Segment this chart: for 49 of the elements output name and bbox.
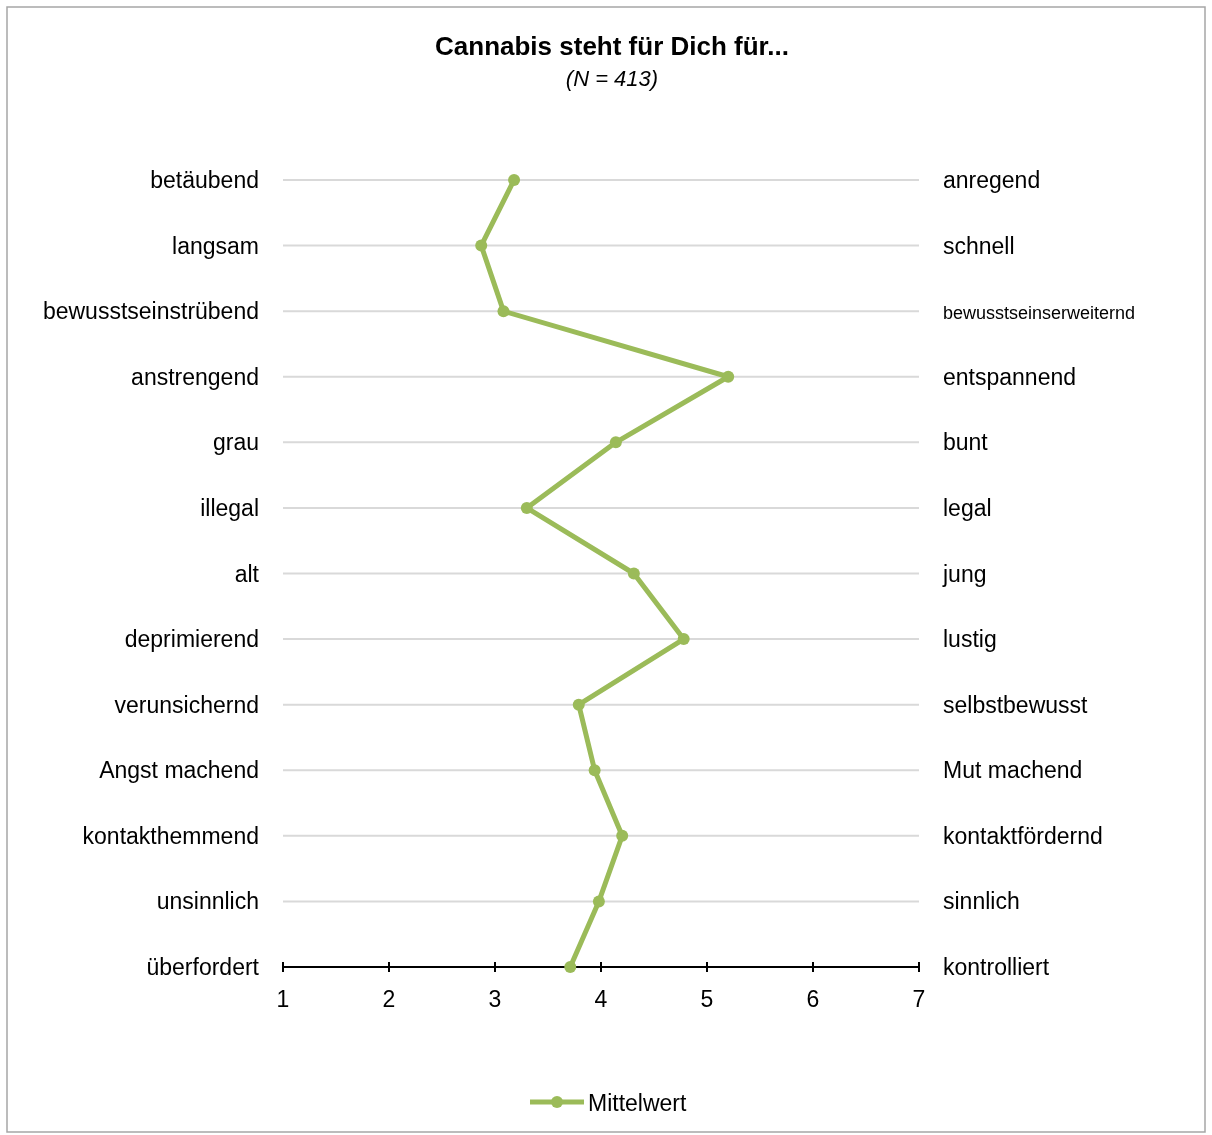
y2-tick-label: selbstbewusst (943, 691, 1089, 718)
x-tick-label: 6 (806, 986, 820, 1012)
point (592, 895, 605, 908)
y2-tick-label: bunt (943, 429, 989, 456)
y-tick-label: grau (212, 429, 259, 456)
y2-tick-label: lustig (943, 626, 997, 653)
y-tick-label: verunsichernd (114, 691, 259, 718)
x-tick-label: 3 (488, 986, 502, 1012)
x-tick-label: 4 (594, 986, 608, 1012)
y-tick-label: unsinnlich (156, 888, 259, 915)
chart-title: Cannabis steht für Dich für... (435, 31, 789, 61)
y2-tick-label: sinnlich (943, 888, 1020, 915)
y2-tick-label: Mut machend (943, 757, 1083, 784)
point (508, 174, 521, 186)
x-tick-label: 7 (912, 986, 926, 1012)
y2-tick-label: schnell (943, 232, 1015, 259)
x-tick-label: 5 (700, 986, 714, 1012)
point (588, 764, 601, 777)
y-tick-label: kontakthemmend (82, 822, 259, 849)
y2-tick-label: kontrolliert (943, 954, 1050, 980)
y2-tick-label: bewusstseinserweiternd (943, 303, 1136, 324)
chart-subtitle: (N = 413) (565, 66, 659, 91)
point (475, 239, 488, 252)
y-tick-label: Angst machend (99, 757, 259, 784)
point (572, 698, 585, 711)
y2-tick-label: jung (942, 560, 987, 587)
point (564, 961, 577, 973)
point (520, 501, 533, 514)
legend-label: Mittelwert (588, 1090, 688, 1116)
y-tick-label: bewusstseinstrübend (42, 298, 259, 325)
y-tick-label: deprimierend (124, 626, 259, 653)
y2-tick-label: anregend (943, 167, 1041, 193)
y-tick-label: illegal (200, 494, 259, 521)
point (497, 305, 510, 318)
point (677, 633, 690, 646)
y2-tick-label: legal (943, 494, 992, 521)
point (609, 436, 622, 449)
point (616, 829, 629, 842)
y2-tick-label: entspannend (943, 363, 1077, 390)
y-tick-label: langsam (172, 232, 259, 259)
y-tick-label: überfordert (146, 954, 260, 980)
y-tick-label: betäubend (150, 167, 259, 193)
y-tick-label: alt (234, 560, 260, 587)
y-tick-label: anstrengend (131, 363, 259, 390)
x-tick-label: 2 (382, 986, 396, 1012)
y2-tick-label: kontaktfördernd (943, 822, 1103, 849)
x-tick-label: 1 (276, 986, 290, 1012)
point (627, 567, 640, 580)
point (722, 370, 735, 383)
